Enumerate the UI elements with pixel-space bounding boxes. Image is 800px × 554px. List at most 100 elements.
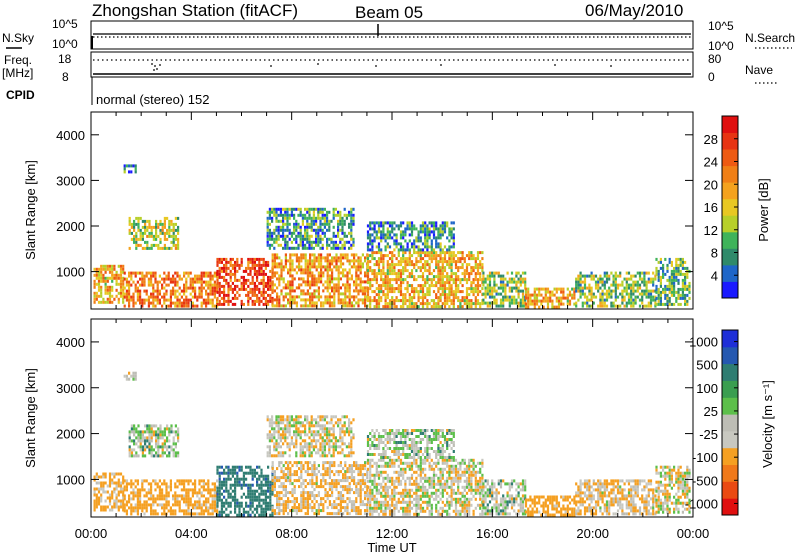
power-cell (479, 305, 482, 309)
power-cell (450, 278, 453, 282)
power-cell (406, 257, 409, 261)
power-cell (419, 230, 422, 234)
vel-cell (100, 493, 103, 497)
power-cell (488, 274, 492, 278)
vel-cell (369, 461, 372, 465)
power-cell (688, 281, 691, 285)
power-cell (424, 239, 427, 243)
power-cell (163, 216, 166, 220)
power-cell (533, 287, 536, 291)
vel-cell (194, 491, 197, 495)
vel-cell (102, 505, 105, 509)
power-cell (172, 240, 175, 244)
power-cell (415, 239, 418, 243)
vel-cell (408, 491, 411, 495)
power-cell (310, 228, 313, 232)
vel-cell (231, 489, 234, 493)
power-cell (309, 256, 312, 260)
power-cell (337, 213, 340, 217)
power-cell (326, 301, 329, 305)
power-cell (350, 234, 353, 238)
power-cell (542, 299, 545, 303)
power-cell (353, 298, 356, 302)
power-cell (608, 277, 611, 281)
power-cell (406, 290, 409, 294)
vel-cell (408, 476, 411, 480)
power-cell (457, 278, 460, 282)
power-cell (510, 298, 514, 302)
power-cell (128, 170, 131, 174)
vel-cell (364, 509, 367, 513)
power-cell (605, 277, 609, 281)
vel-cell (377, 458, 381, 462)
power-cell (306, 234, 309, 238)
power-cell (350, 277, 353, 281)
power-cell (345, 234, 348, 238)
power-cell (417, 236, 420, 240)
power-cell (194, 292, 197, 296)
power-cell (366, 299, 370, 303)
vel-cell (339, 479, 342, 483)
vel-cell (393, 461, 396, 465)
vel-cell (150, 503, 153, 507)
vel-cell (342, 488, 345, 492)
power-cell (100, 300, 103, 304)
power-cell (601, 304, 604, 308)
vel-cell (315, 500, 318, 504)
vel-cell (209, 488, 212, 492)
vel-cell (344, 473, 347, 477)
power-cell (277, 213, 280, 217)
vel-cell (174, 482, 177, 486)
power-cell (364, 292, 367, 296)
power-cell (439, 281, 442, 285)
vel-cell (220, 480, 223, 484)
power-cell (575, 301, 578, 305)
power-cell (659, 290, 662, 294)
vel-cell (211, 494, 214, 498)
power-cell (614, 280, 617, 284)
power-cell (386, 260, 389, 264)
power-cell (269, 284, 272, 288)
power-cell (470, 287, 473, 291)
vel-cell (317, 506, 320, 510)
power-cell (417, 296, 420, 300)
power-cell (317, 210, 320, 214)
power-cell (284, 292, 287, 296)
power-cell (448, 284, 451, 288)
power-cell (393, 248, 396, 252)
vel-cell (278, 509, 281, 513)
power-cell (415, 305, 418, 309)
vel-cell (384, 476, 387, 480)
vel-cell (189, 497, 192, 501)
power-cell (395, 281, 398, 285)
vel-cell (350, 506, 353, 510)
power-cell (395, 275, 398, 279)
power-cell (625, 271, 628, 275)
power-cell (276, 292, 279, 296)
vel-cell (359, 464, 362, 468)
power-cell (147, 304, 150, 308)
power-cell (388, 299, 392, 303)
vel-cell (100, 487, 103, 491)
power-cell (200, 301, 203, 305)
power-cell (213, 289, 216, 293)
power-cell (521, 304, 525, 308)
power-cell (339, 292, 342, 296)
vel-cell (355, 467, 358, 471)
power-cell (223, 263, 226, 267)
vel-cell (202, 503, 205, 507)
power-cell (426, 260, 429, 264)
power-cell (421, 284, 425, 288)
power-cell (174, 243, 177, 247)
power-cell (102, 300, 105, 304)
power-cell (216, 284, 219, 288)
power-cell (134, 271, 137, 275)
power-cell (342, 298, 345, 302)
power-cell (352, 243, 355, 247)
vel-cell (302, 506, 305, 510)
power-cell (273, 304, 276, 308)
power-cell (287, 268, 290, 272)
vel-cell (260, 498, 263, 502)
power-cell (430, 254, 433, 258)
power-cell (586, 295, 589, 299)
